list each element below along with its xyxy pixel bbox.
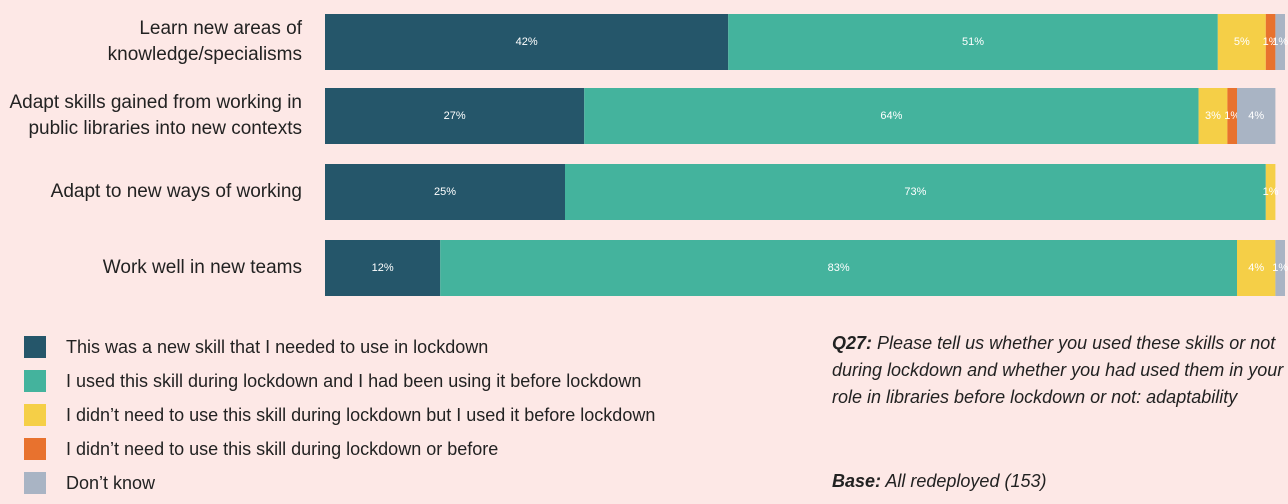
legend-swatch	[24, 336, 46, 358]
bar-segment	[1237, 240, 1276, 296]
bar-segment	[325, 240, 441, 296]
value-label: 64%	[880, 110, 902, 122]
category-label: Learn new areas of knowledge/specialisms	[107, 18, 302, 65]
bar-segment	[584, 88, 1199, 144]
category-label: Adapt skills gained from working in publ…	[9, 92, 302, 139]
plot: 42% 51% 5% 1%1%27% 64% 3% 1% 4%25% 73% 1%12% 83% 4%…	[325, 14, 1288, 296]
value-label: 12%	[372, 262, 394, 274]
legend-entry: I didn’t need to use this skill during l…	[24, 404, 655, 426]
legend-swatch	[24, 438, 46, 460]
legend-swatch	[24, 370, 46, 392]
legend-swatch	[24, 404, 46, 426]
value-label: 83%	[828, 262, 850, 274]
bar-segment	[1237, 88, 1276, 144]
value-label: 4%	[1248, 262, 1264, 274]
bar-segment	[1275, 14, 1285, 70]
bar-segment	[1217, 14, 1266, 70]
value-label: 1%	[1272, 262, 1288, 274]
category-label: Work well in new teams	[102, 257, 302, 278]
value-label: 5%	[1234, 36, 1250, 48]
value-label: 1%	[1263, 36, 1279, 48]
value-label: 51%	[962, 36, 984, 48]
value-label: 1%	[1263, 186, 1279, 198]
category-label: Adapt to new ways of working	[50, 181, 302, 202]
legend-label: This was a new skill that I needed to us…	[66, 336, 489, 357]
legend-swatch	[24, 472, 46, 494]
bar-segment	[1275, 240, 1285, 296]
note-text: Please tell us whether you used these sk…	[832, 333, 1284, 407]
value-label: 73%	[904, 186, 926, 198]
bar-segment	[325, 164, 565, 220]
legend-entry: I used this skill during lockdown and I …	[24, 370, 641, 392]
legend-entry: I didn’t need to use this skill during l…	[24, 438, 498, 460]
value-label: 3%	[1205, 110, 1221, 122]
legend-label: I used this skill during lockdown and I …	[66, 370, 642, 391]
value-label: 4%	[1248, 110, 1264, 122]
legend-label: I didn’t need to use this skill during l…	[66, 404, 656, 425]
note-label: Q27:	[832, 333, 873, 353]
legend-label: Don’t know	[66, 472, 156, 493]
bar-segment	[1265, 14, 1276, 70]
bar-segment	[1265, 164, 1276, 220]
bar-segment	[1227, 88, 1237, 144]
bar-segment	[325, 14, 729, 70]
legend-entry: This was a new skill that I needed to us…	[24, 336, 488, 358]
base-text: All redeployed (153)	[885, 471, 1047, 491]
value-label: 42%	[516, 36, 538, 48]
legend-label: I didn’t need to use this skill during l…	[66, 438, 499, 459]
base-label: Base:	[832, 471, 882, 491]
value-label: 25%	[434, 186, 456, 198]
bar-segment	[325, 88, 585, 144]
legend-entry: Don’t know	[24, 472, 155, 494]
note: Q27: Please tell us whether you used the…	[832, 330, 1288, 411]
bar-segment	[440, 240, 1237, 296]
base: Base: All redeployed (153)	[832, 468, 1288, 495]
bar-segment	[1198, 88, 1228, 144]
value-label: 1%	[1272, 36, 1288, 48]
bar-segment	[728, 14, 1218, 70]
value-label: 27%	[444, 110, 466, 122]
bar-segment	[565, 164, 1266, 220]
value-label: 1%	[1224, 110, 1240, 122]
